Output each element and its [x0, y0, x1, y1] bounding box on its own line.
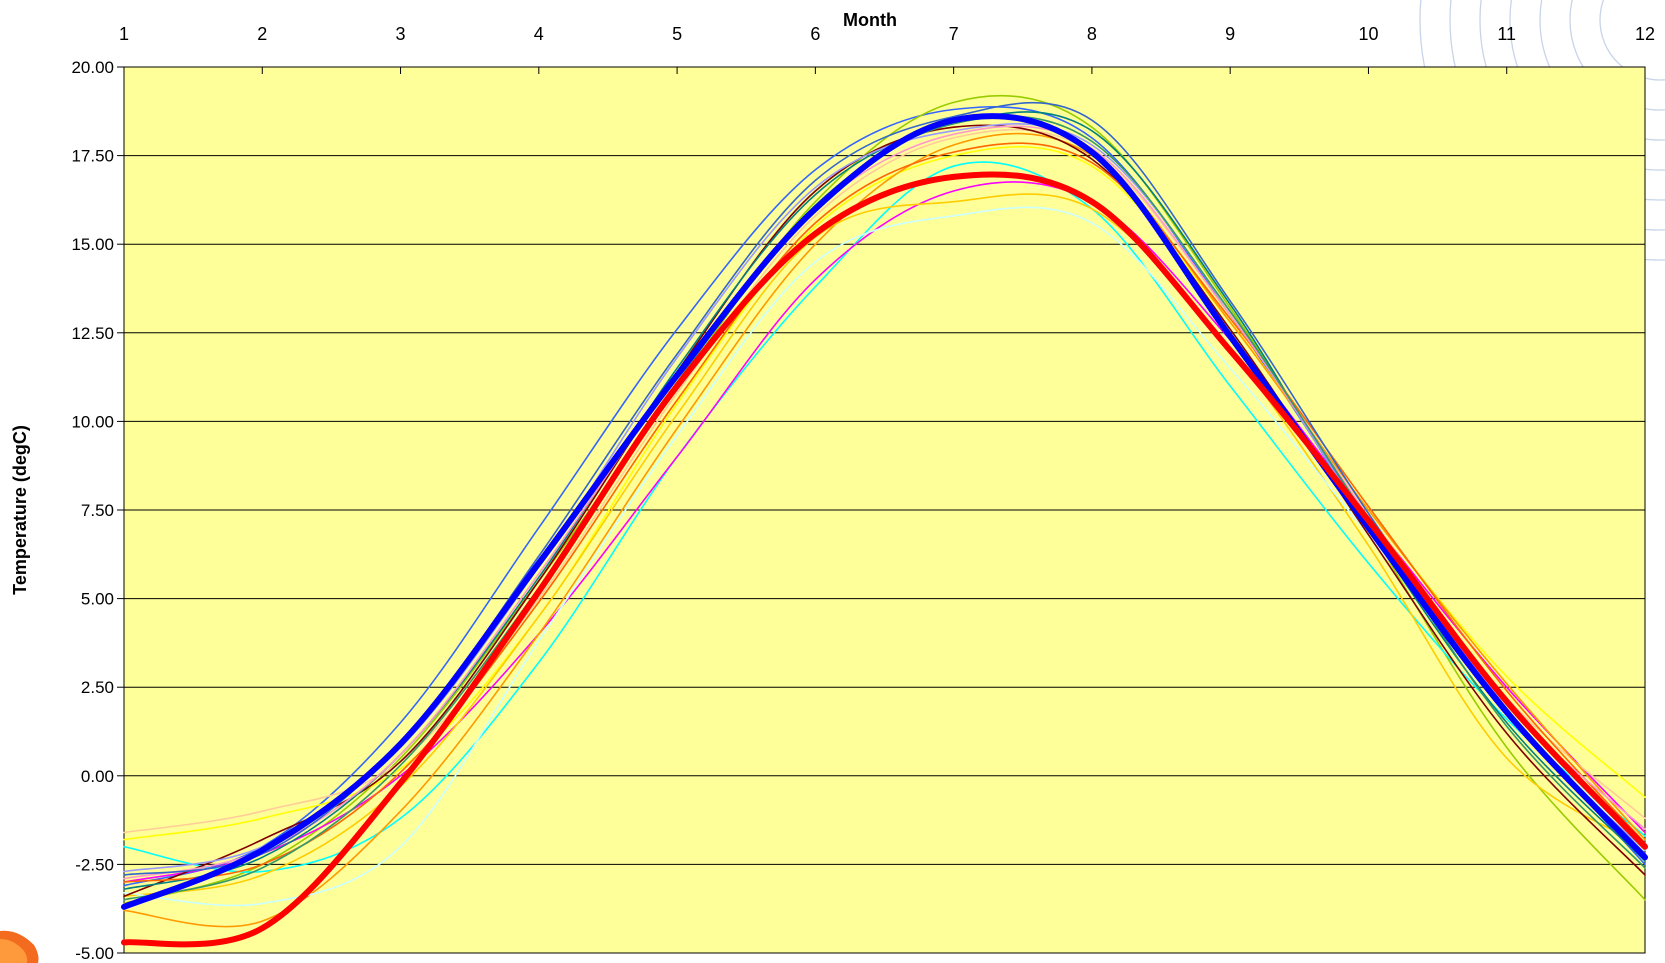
- x-tick-label: 12: [1635, 24, 1655, 44]
- x-tick-label: 7: [949, 24, 959, 44]
- y-tick-label: 0.00: [81, 767, 114, 786]
- x-tick-label: 2: [257, 24, 267, 44]
- x-tick-label: 10: [1358, 24, 1378, 44]
- x-tick-label: 3: [396, 24, 406, 44]
- y-axis-title: Temperature (degC): [10, 425, 30, 595]
- y-tick-label: -5.00: [75, 944, 114, 963]
- series-lines: [121, 94, 1648, 948]
- x-tick-label: 8: [1087, 24, 1097, 44]
- x-tick-label: 6: [810, 24, 820, 44]
- y-tick-label: 10.00: [71, 412, 114, 431]
- y-tick-label: 17.50: [71, 147, 114, 166]
- y-tick-label: 12.50: [71, 324, 114, 343]
- x-tick-label: 5: [672, 24, 682, 44]
- y-axis-ticks: 20.00 17.50 15.00 12.50 10.00 7.50 5.00 2.50 0.0…: [71, 58, 124, 963]
- y-tick-label: 5.00: [81, 590, 114, 609]
- series-line-15: [123, 142, 1646, 883]
- y-tick-label: 20.00: [71, 58, 114, 77]
- series-line-9: [123, 132, 1646, 928]
- y-tick-label: 15.00: [71, 235, 114, 254]
- y-tick-label: 7.50: [81, 501, 114, 520]
- series-line-4: [123, 94, 1646, 905]
- x-tick-label: 1: [119, 24, 129, 44]
- x-tick-label: 4: [534, 24, 544, 44]
- x-tick-label: 11: [1497, 24, 1516, 44]
- x-axis-title: Month: [843, 10, 897, 30]
- y-tick-label: 2.50: [81, 678, 114, 697]
- series-line-1: [121, 113, 1648, 910]
- horizontal-gridlines: [124, 155, 1645, 865]
- series-line-12: [123, 124, 1646, 898]
- x-tick-label: 9: [1225, 24, 1235, 44]
- y-tick-label: -2.50: [75, 855, 114, 874]
- series-line-2: [121, 171, 1648, 948]
- series-line-5: [123, 161, 1646, 873]
- x-axis-ticks: 1 2 3 4 5 6 7 8 9 10 11 12: [119, 24, 1655, 74]
